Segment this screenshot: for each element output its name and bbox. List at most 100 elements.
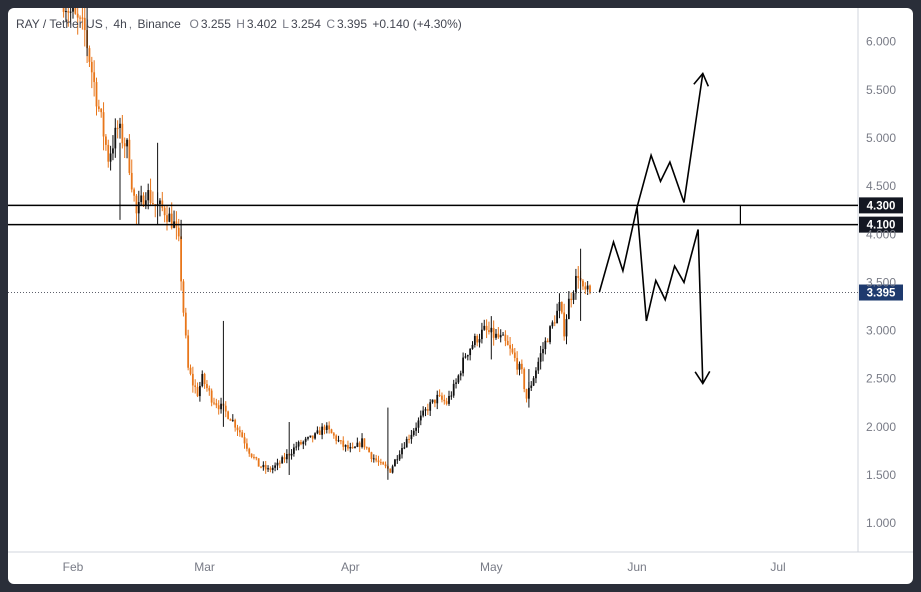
candle-body [358,442,361,447]
candle-body [302,441,305,445]
candle-body [170,213,173,228]
candle-body [191,373,194,386]
candle-body [464,356,467,358]
candle-body [415,427,417,431]
candle-body [231,419,234,421]
candle-body [556,310,558,324]
candle-body [368,448,370,453]
candle-body [283,457,286,460]
candle-body [88,48,91,62]
close-label: C [326,17,335,31]
level-badge [859,197,903,214]
price-chart[interactable]: 4.300 4.100 3.395 1.000 1.500 2.000 2.500 3.00… [8,8,913,584]
candle-body [318,430,321,435]
candle-body [168,213,171,222]
candle-body [97,106,100,109]
candle-body [567,298,570,320]
candle-body [311,435,314,439]
high-value: 3.402 [246,17,277,31]
candle-body [349,446,352,449]
candle-body [445,401,448,404]
candle-body [481,329,483,340]
candle-body [199,385,201,397]
candle-body [210,390,213,403]
candle-body [497,333,500,338]
candle-body [194,385,197,387]
candle-body [67,11,70,13]
candle-body [90,61,93,73]
high-label: H [236,17,245,31]
candle-body [384,464,387,467]
candle-body [361,438,363,447]
candle-body [504,334,507,341]
candle-body [262,464,265,468]
candlestick-series [62,8,591,480]
candle-body [398,454,401,460]
candle-body [471,344,474,349]
bearish-arrow-head [694,370,711,386]
candle-body [121,123,124,144]
candle-body [243,437,246,444]
candle-body [74,8,77,14]
candle-body [83,17,86,31]
price-axis[interactable]: 1.000 1.500 2.000 2.500 3.000 3.500 4.000 4.500… [866,35,896,530]
candle-body [483,325,486,330]
candle-body [102,112,105,137]
candle-body [518,363,521,370]
candle-body [532,378,535,386]
candle-body [260,466,262,468]
candle-body [220,403,222,410]
candle-body [408,438,410,440]
symbol-name[interactable]: RAY / Tether US [16,17,103,31]
y-tick-label: 5.000 [866,131,896,145]
candle-body [485,325,488,331]
candle-body [323,426,326,430]
candle-body [488,330,490,332]
candle-body [152,203,154,205]
candle-body [161,200,164,208]
candle-body [377,460,380,463]
interval-label[interactable]: 4h [113,17,127,31]
candle-body [105,136,107,145]
y-tick-label: 3.500 [866,275,896,289]
candle-body [525,389,528,399]
candle-body [114,127,117,149]
candle-body [584,286,587,290]
candle-body [123,143,126,147]
horizontal-levels[interactable]: 4.300 4.100 3.395 [8,197,903,301]
candle-body [304,438,307,442]
candle-body [354,446,356,448]
candle-body [448,395,450,404]
candle-body [513,352,516,358]
candle-body [269,468,272,470]
candle-body [570,298,573,300]
candle-body [290,453,293,456]
projection-path[interactable] [598,71,711,386]
candle-body [335,435,338,441]
candle-body [267,468,269,470]
candle-body [424,409,427,411]
bearish-projection[interactable] [598,207,704,384]
candle-body [499,335,502,338]
candle-body [112,148,114,154]
candle-body [250,453,253,457]
candle-body [575,275,577,294]
time-axis[interactable]: Feb Mar Apr May Jun Jul [63,560,786,574]
candle-body [264,464,267,470]
candle-body [140,195,143,203]
candle-body [379,462,382,464]
candle-body [229,418,232,421]
y-tick-label: 6.000 [866,35,896,49]
candle-body [370,452,373,459]
candle-body [450,395,453,397]
last-price-label: 3.395 [867,288,896,300]
candle-body [130,172,133,190]
candle-body [478,339,481,343]
candle-body [412,430,415,435]
y-tick-label: 2.500 [866,372,896,386]
candle-body [553,322,556,324]
candle-body [316,430,319,434]
candle-body [180,236,182,282]
bullish-projection[interactable] [636,73,704,208]
candle-body [227,411,229,419]
